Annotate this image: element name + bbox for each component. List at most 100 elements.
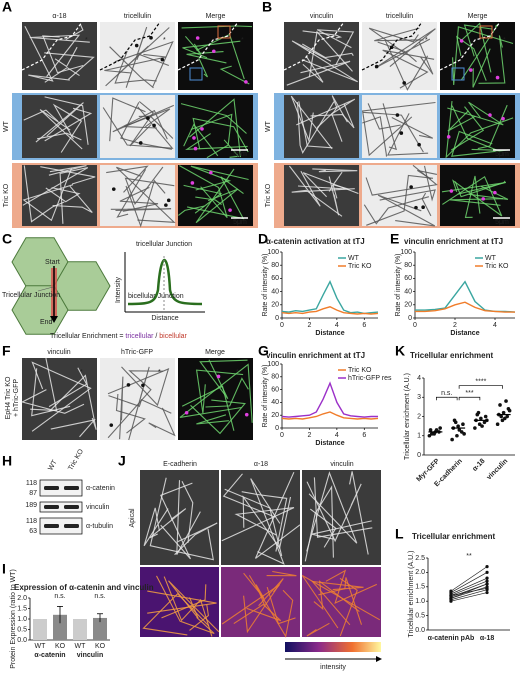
diagram-text: bicellular Junction — [128, 293, 184, 300]
data-point — [479, 416, 483, 421]
asterisk: * — [241, 37, 244, 44]
bar — [73, 619, 87, 640]
cell-border — [379, 165, 436, 202]
speck — [111, 187, 116, 191]
asterisk: * — [80, 369, 83, 376]
cell-border — [108, 395, 172, 414]
y-tick-label: 0 — [275, 315, 279, 322]
speck — [374, 64, 379, 69]
y-tick-label: 0 — [417, 452, 421, 459]
cell-border — [382, 49, 435, 89]
data-point — [485, 590, 489, 595]
speck — [184, 410, 189, 415]
cell-border — [181, 481, 194, 543]
chart-title: Tricellular enrichment — [410, 351, 493, 360]
panel-letter: B — [262, 0, 272, 15]
scale-label: 5μm — [495, 219, 509, 226]
cell-border — [301, 575, 381, 629]
cell-border — [115, 393, 146, 434]
x-tick-label: 2 — [453, 322, 457, 329]
cell-border — [377, 194, 436, 227]
pair-line — [450, 583, 488, 599]
speck — [149, 36, 153, 40]
bracket — [458, 396, 481, 401]
channel-label: vinculin — [330, 461, 353, 468]
channel-label: α-18 — [52, 13, 66, 20]
legend-label: WT — [485, 255, 497, 262]
channel-label: hTric-GFP — [121, 349, 153, 356]
series-line — [281, 306, 379, 315]
y-tick-label: 100 — [267, 361, 279, 368]
cell-border — [183, 123, 219, 157]
speck — [409, 185, 413, 189]
data-point — [485, 565, 489, 569]
data-point — [485, 579, 489, 583]
diagram-text: Intensity — [115, 276, 122, 303]
annotation: n.s. — [441, 390, 452, 397]
cell-border — [451, 130, 509, 157]
asterisk: * — [85, 37, 88, 44]
y-tick-label: 80 — [271, 374, 279, 381]
series-line — [281, 381, 378, 418]
chart-title: vinculin enrichment at tTJ — [404, 237, 503, 246]
bracket — [436, 396, 458, 401]
cell-border — [302, 30, 343, 39]
cell-border — [31, 361, 92, 432]
row-label: Tric KO — [3, 183, 10, 207]
speck — [414, 205, 418, 210]
cell-border — [45, 187, 81, 203]
cell-border — [306, 471, 358, 552]
cell-border — [349, 471, 369, 555]
speck — [459, 39, 464, 43]
lane-label: Tric KO — [67, 448, 85, 472]
cell-border — [40, 166, 96, 185]
speck — [244, 412, 249, 417]
channel-label: vinculin — [47, 349, 70, 356]
formula-part: Tricellular Enrichment = — [50, 333, 125, 340]
annotation: *** — [465, 390, 473, 397]
cell-border — [196, 414, 229, 425]
y-axis-label: Rate of intensity (%) — [262, 253, 269, 316]
cell-border — [110, 208, 172, 212]
pair-line — [450, 589, 488, 601]
speck — [134, 43, 139, 48]
cell-border — [296, 98, 356, 142]
data-point — [495, 422, 500, 427]
channel-label: Merge — [206, 13, 226, 20]
data-point — [485, 582, 489, 586]
row-label: WT — [265, 120, 272, 132]
cell-border — [286, 60, 351, 86]
annotation: ** — [466, 553, 472, 560]
data-point — [477, 422, 482, 427]
cell-border — [44, 52, 95, 80]
panel-letter: D — [258, 231, 268, 247]
micrograph — [22, 22, 97, 90]
cell-border — [266, 570, 297, 577]
cell-border — [179, 165, 228, 219]
band-label: α-tubulin — [86, 523, 113, 530]
x-tick-label: 6 — [362, 432, 366, 439]
row-label: Tric KO — [265, 183, 272, 207]
cell-border — [366, 174, 434, 226]
y-tick-label: 100 — [267, 249, 279, 256]
micrograph — [22, 358, 97, 440]
cell-border — [302, 43, 354, 59]
annotation: n.s. — [94, 593, 105, 600]
speck — [109, 423, 114, 427]
pair-line — [450, 586, 488, 599]
data-point — [453, 420, 458, 425]
cell-border — [241, 491, 288, 552]
y-tick-label: 0.5 — [415, 612, 425, 619]
y-tick-label: 0.0 — [17, 637, 27, 644]
data-point — [485, 588, 489, 592]
cell-border — [104, 53, 167, 74]
speck — [228, 208, 232, 212]
x-axis-label: Distance — [315, 330, 344, 337]
side-label: EpH4 Tric KO — [5, 376, 12, 419]
asterisk: * — [347, 37, 350, 44]
scale-label: 5μm — [233, 151, 247, 158]
y-tick-label: 20 — [404, 302, 412, 309]
diagram-text: tricellular Junction — [136, 241, 192, 248]
cell-border — [450, 106, 485, 151]
